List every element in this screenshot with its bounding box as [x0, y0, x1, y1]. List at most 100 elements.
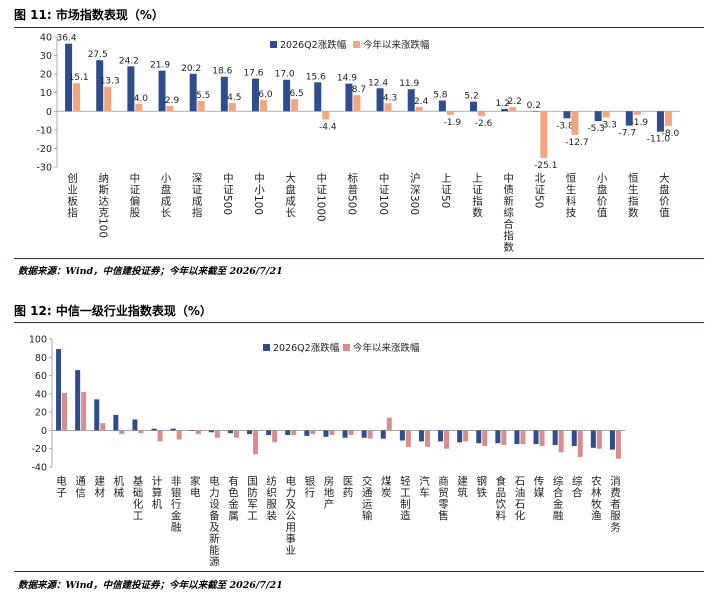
category-label-text: 证 — [317, 184, 328, 196]
ytd-bar-商贸零售 — [444, 430, 450, 449]
category-label-text: 新 — [503, 195, 514, 208]
category-label-text: 工 — [400, 487, 411, 499]
category-label-text: 100 — [252, 195, 264, 215]
category-label-text: 化 — [515, 509, 526, 522]
q2-bar-建筑 — [457, 430, 463, 443]
q2-bar-纳斯达克100 — [96, 60, 104, 112]
category-label-text: 务 — [610, 521, 621, 534]
category-label-text: 商 — [438, 475, 449, 488]
category-label-text: 业 — [286, 545, 297, 557]
category-label-text: 运 — [362, 499, 373, 511]
y-tick-label: 100 — [29, 335, 47, 346]
category-label-text: 500 — [346, 195, 358, 215]
category-label-text: 指 — [192, 206, 203, 219]
ytd-value-label: -1.9 — [630, 118, 648, 128]
category-label-text: 电 — [56, 475, 67, 488]
q2-bar-中证500 — [220, 76, 228, 112]
category-label-text: 价 — [597, 196, 608, 208]
category-label-text: 小 — [254, 184, 265, 196]
category-label-text: 算 — [152, 486, 163, 499]
ytd-bar-电力设备及新能源 — [214, 430, 220, 438]
figure-12-source: 数据来源：Wind，中信建投证券；今年以来截至 2026/7/21 — [18, 580, 283, 591]
category-label-text: 银 — [171, 486, 182, 499]
ytd-bar-消费者服务 — [615, 430, 621, 459]
ytd-value-label: 4.0 — [134, 94, 149, 104]
y-tick-label: 10 — [40, 88, 52, 99]
category-label-text: 上 — [472, 173, 483, 185]
ytd-bar-有色金属 — [233, 430, 239, 438]
category-label-text: 材 — [95, 486, 106, 499]
q2-value-label: -5.3 — [587, 124, 605, 134]
category-label-text: 上 — [441, 173, 452, 185]
category-label-text: 500 — [221, 195, 233, 215]
y-tick-label: 80 — [35, 353, 47, 364]
q2-value-label: 20.2 — [181, 64, 201, 74]
q2-bar-创业板指 — [65, 43, 73, 112]
category-label-text: 盘 — [161, 183, 172, 196]
ytd-bar-小盘成长 — [166, 105, 174, 112]
ytd-bar-建筑 — [463, 430, 469, 442]
legend-swatch — [353, 41, 360, 48]
q2-bar-基础化工 — [132, 419, 138, 431]
category-label-text: 指 — [503, 229, 514, 242]
category-label-text: 指 — [628, 195, 639, 208]
figure-12-top-rule — [14, 322, 704, 323]
category-label-text: 证 — [472, 184, 483, 196]
ytd-bar-上证指数 — [478, 111, 486, 117]
category-label-text: 林 — [591, 486, 602, 499]
category-label-text: 事 — [286, 532, 297, 545]
ytd-value-label: 6.5 — [289, 89, 303, 99]
category-label-text: 医 — [343, 476, 354, 488]
q2-value-label: 5.8 — [433, 91, 448, 101]
category-label-text: 力 — [286, 486, 297, 499]
category-label-text: 家 — [190, 475, 201, 488]
category-label: 建材 — [95, 475, 106, 500]
category-label: 煤炭 — [381, 475, 392, 500]
figure-11-source: 数据来源：Wind，中信建投证券；今年以来截至 2026/7/21 — [18, 266, 283, 277]
category-label-text: 础 — [133, 487, 144, 499]
q2-bar-消费者服务 — [609, 430, 615, 450]
industry-index-chart: -40-20020406080100电子通信建材机械基础化工计算机非银行金融家电… — [29, 335, 625, 568]
legend-label: 2026Q2涨跌幅 — [273, 342, 340, 354]
category-label-text: 机 — [152, 498, 163, 511]
category-label-text: 证 — [130, 184, 141, 196]
category-label-text: 车 — [419, 486, 430, 499]
y-tick-label: -40 — [31, 463, 47, 474]
category-label-text: 通 — [75, 476, 86, 488]
category-label-text: 深 — [410, 184, 421, 196]
q2-value-label: 21.9 — [150, 61, 170, 71]
q2-bar-电力及公用事业 — [285, 430, 291, 435]
ytd-bar-钢铁 — [482, 430, 488, 446]
y-tick-label: -20 — [31, 444, 47, 455]
ytd-value-label: 2.4 — [414, 97, 429, 107]
q2-bar-北证50 — [532, 110, 540, 112]
category-label-text: 金 — [171, 509, 182, 522]
category-label-text: 长 — [161, 207, 172, 219]
ytd-bar-中证偏股 — [135, 103, 143, 112]
ytd-bar-交通运输 — [367, 430, 373, 439]
q2-bar-小盘成长 — [158, 70, 166, 112]
category-label-text: 新 — [209, 532, 220, 545]
q2-bar-上证指数 — [470, 101, 478, 112]
q2-bar-电力设备及新能源 — [208, 430, 214, 433]
category-label-text: 盘 — [659, 183, 670, 196]
category-label-text: 长 — [285, 207, 296, 219]
y-tick-label: 0 — [41, 426, 47, 437]
q2-bar-深证成指 — [189, 73, 197, 112]
legend-label: 2026Q2涨跌幅 — [280, 39, 347, 51]
category-label-text: 有 — [228, 475, 239, 488]
legend-swatch — [343, 344, 350, 351]
ytd-bar-中证100 — [384, 103, 392, 112]
category-label-text: 消 — [610, 475, 621, 488]
ytd-value-label: -4.4 — [319, 122, 337, 132]
q2-bar-中小100 — [251, 78, 259, 112]
ytd-value-label: 2.9 — [165, 96, 180, 106]
category-label-text: 银 — [305, 475, 316, 488]
